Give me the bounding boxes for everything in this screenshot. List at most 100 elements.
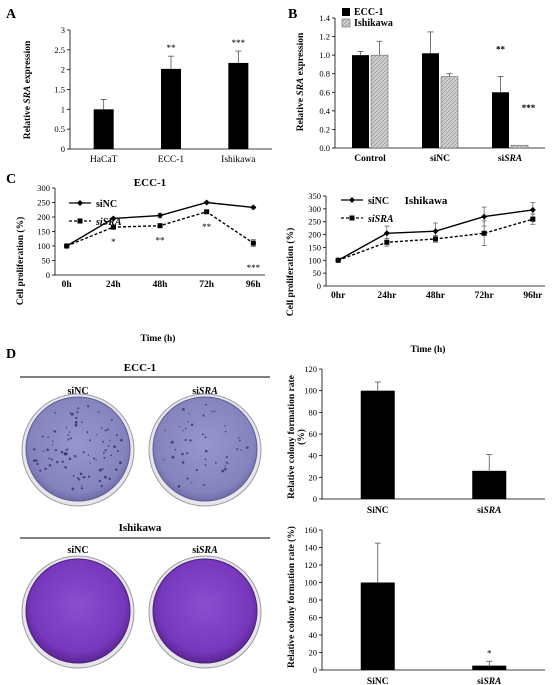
panel-b-xtick-label: Control: [354, 154, 386, 164]
panel-d-top-ylabel: Relative colony formation rate(%): [287, 375, 307, 499]
colony-dot-sinc: [80, 485, 83, 488]
colony-dot-sinc: [47, 436, 49, 438]
colony-dot-sisra: [204, 436, 207, 439]
panel-a-ytick-label: 1.5: [54, 85, 65, 95]
colony-dot-sinc: [39, 469, 42, 472]
panel-d-bottom-label-sinc: siNC: [67, 545, 88, 556]
panel-c-left-ytick-label: 300: [37, 183, 50, 193]
panel-b-bar-ishikawa: [370, 54, 389, 149]
colony-dot-sinc: [102, 452, 105, 454]
panel-d-colony: ECC-1 siNC siSRA Ishikawa siNC siSRA Rel…: [20, 362, 307, 669]
colony-dot-sinc: [86, 431, 89, 433]
panel-b-ytick-label: 0.2: [319, 124, 330, 134]
panel-b-ytick-label: 1.4: [319, 13, 330, 23]
panel-a-xtick-label: Ishikawa: [221, 155, 256, 165]
dish-ishikawa-sisra: [148, 555, 262, 669]
panel-c-right-ytick-label: 150: [308, 242, 321, 252]
colony-dot-sisra: [236, 448, 239, 451]
colony-dot-sinc: [35, 459, 38, 462]
panel-c-right-point-sinc: [529, 206, 536, 213]
panel-b-bar-ishikawa: [440, 76, 459, 149]
panel-c-right-point-sisra: [384, 239, 390, 245]
colony-dot-sinc: [69, 437, 73, 440]
panel-c-left-ylabel: Cell proliferation (%): [15, 217, 26, 305]
colony-dot-sinc: [98, 468, 102, 472]
panel-c-left-ytick-label: 200: [37, 212, 50, 222]
colony-dot-sinc: [74, 423, 78, 427]
panel-c-right-point-sinc: [481, 213, 488, 220]
colony-dot-sinc: [78, 478, 81, 481]
panel-b-ylabel: Relative SRA expression: [296, 32, 306, 131]
panel-d-bottom-bar-sisra: [472, 665, 507, 670]
panel-a-xtick-label: HaCaT: [90, 155, 118, 165]
colony-dot-sinc: [89, 439, 92, 442]
legend-label-sisra-right: siSRA: [367, 214, 394, 225]
colony-dot-sinc: [108, 477, 111, 481]
panel-c-right-xtick-label: 24hr: [377, 291, 397, 301]
panel-c-right-xtick-label: 96hr: [523, 291, 543, 301]
colony-dot-sinc: [76, 411, 79, 414]
panel-d-top-label-sisra: siSRA: [192, 386, 218, 397]
colony-dot-sinc: [88, 475, 91, 478]
colony-dot-sinc: [50, 458, 53, 461]
colony-dot-sisra: [215, 461, 217, 464]
colony-dot-sisra: [224, 465, 226, 467]
colony-dot-sinc: [42, 435, 44, 438]
panel-c-left-title: ECC-1: [134, 177, 166, 189]
panel-c-right-ytick-label: 350: [308, 191, 321, 201]
panel-c-right-point-sisra: [433, 236, 438, 242]
panel-d-bottom-ytick-label: 80: [309, 595, 318, 605]
colony-dot-sinc: [65, 426, 68, 429]
colony-dot-sisra: [205, 403, 208, 406]
colony-dot-sinc: [53, 430, 57, 433]
panel-b-ytick-label: 1.0: [319, 50, 330, 60]
panel-c-right-point-sinc: [383, 230, 390, 237]
colony-dot-sinc: [67, 434, 70, 436]
panel-b-ytick-label: 0.8: [319, 69, 330, 79]
panel-c-left-xlabel: Time (h): [141, 333, 176, 344]
colony-dot-sinc: [80, 421, 83, 423]
panel-d-bottom-significance: *: [487, 648, 492, 658]
colony-dot-sinc: [48, 457, 50, 460]
dish-ecc1-sisra: [148, 393, 262, 507]
colony-dot-sisra: [184, 438, 187, 442]
colony-dot-sinc: [65, 448, 68, 451]
panel-c-left-ytick-label: 100: [37, 241, 50, 251]
colony-dot-sisra: [177, 484, 181, 488]
panel-d-top-ytick-label: 0: [313, 494, 317, 504]
panel-d-bottom-ytick-label: 0: [313, 665, 317, 675]
panel-c-left-point-sinc: [157, 212, 163, 219]
colony-dot-sinc: [100, 484, 103, 488]
colony-dot-sinc: [75, 416, 78, 420]
colony-dot-sisra: [221, 469, 225, 473]
panel-d-bottom-ytick-label: 20: [309, 648, 318, 658]
panel-a-ytick-label: 2: [61, 65, 65, 75]
colony-dot-sinc: [104, 449, 107, 452]
colony-dot-sisra: [224, 425, 226, 427]
colony-dot-sinc: [42, 450, 45, 452]
panel-d-bottom-title: Ishikawa: [119, 522, 162, 534]
panel-b-bar-ecc-1: [352, 55, 369, 149]
panel-a-xtick-label: ECC-1: [158, 155, 185, 165]
panel-c-right-point-sisra: [335, 257, 341, 263]
colony-dot-sisra: [171, 455, 175, 459]
colony-dot-sinc: [76, 477, 79, 480]
panel-c-right-ytick-label: 50: [313, 268, 322, 278]
colony-dot-sinc: [107, 445, 110, 448]
colony-dot-sinc: [46, 448, 49, 452]
colony-dot-sinc: [64, 466, 67, 469]
panel-c-right-xtick-label: 72hr: [475, 291, 495, 301]
panel-a-ytick-label: 2.5: [54, 45, 65, 55]
panel-b-significance: **: [496, 45, 506, 55]
panel-b-ytick-label: 0.6: [319, 87, 330, 97]
panel-a-bar-hacat: [93, 109, 114, 149]
panel-c-right-xtick-label: 48hr: [426, 291, 446, 301]
colony-dot-sinc: [116, 450, 119, 453]
colony-dot-sisra: [182, 408, 185, 411]
colony-dot-sisra: [225, 456, 228, 459]
colony-dot-sinc: [110, 418, 113, 421]
colony-dot-sisra: [204, 449, 208, 453]
colony-dot-sisra: [181, 461, 185, 464]
